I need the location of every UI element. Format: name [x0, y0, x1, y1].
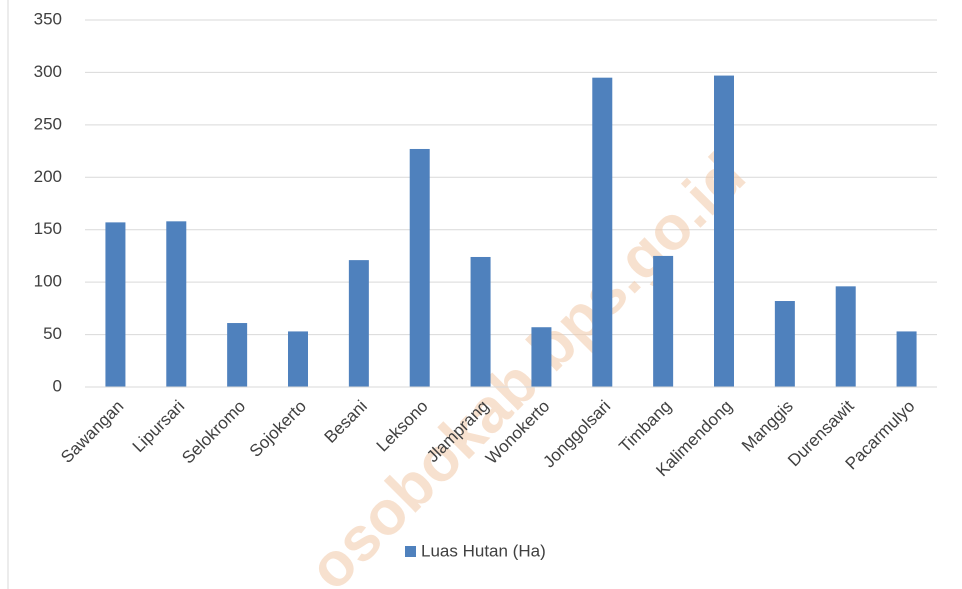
legend-label: Luas Hutan (Ha) [421, 541, 546, 560]
bar [774, 301, 795, 387]
y-tick-label: 0 [53, 376, 62, 395]
bar [714, 75, 734, 388]
bar [409, 148, 430, 387]
bar [896, 331, 917, 387]
bar [227, 323, 248, 387]
y-tick-label: 350 [34, 9, 62, 28]
legend-swatch [405, 546, 416, 557]
bar [288, 331, 308, 387]
bar [531, 327, 552, 387]
bar [592, 77, 613, 388]
bar [105, 222, 126, 387]
y-tick-label: 200 [34, 167, 62, 186]
bar [653, 255, 674, 387]
bar [348, 260, 369, 387]
y-tick-label: 300 [34, 62, 62, 81]
y-tick-label: 50 [43, 324, 62, 343]
y-tick-label: 250 [34, 114, 62, 133]
bar [166, 221, 187, 387]
bar [835, 286, 856, 387]
y-tick-label: 150 [34, 219, 62, 238]
bar [470, 256, 491, 387]
y-tick-label: 100 [34, 272, 62, 291]
